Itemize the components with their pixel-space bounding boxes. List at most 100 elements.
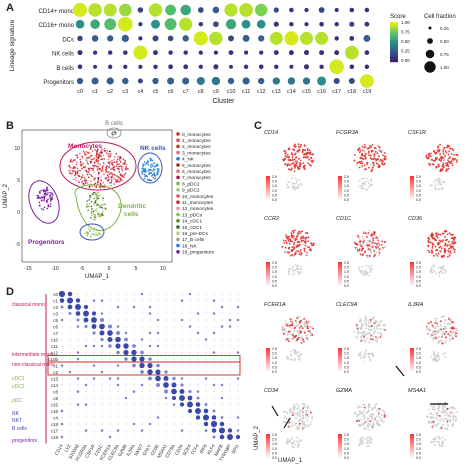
scale-gradient	[410, 186, 414, 188]
scale-tick: 0.0	[272, 456, 277, 460]
expression-cell	[299, 413, 301, 416]
scale-tick: 2.0	[272, 266, 277, 270]
row-label: c16	[51, 409, 59, 414]
expression-cell	[447, 165, 450, 168]
expression-cell	[289, 238, 291, 240]
scale-gradient	[410, 440, 414, 442]
pdc-cell	[95, 234, 98, 236]
expression-dot	[101, 403, 103, 406]
scale-gradient	[338, 367, 342, 369]
expression-cell	[287, 235, 290, 238]
scale-gradient	[338, 176, 342, 178]
scale-gradient	[266, 352, 270, 354]
scale-gradient	[410, 443, 414, 445]
expression-cell	[430, 152, 432, 155]
score-gradient	[390, 38, 398, 40]
expression-cell	[285, 236, 288, 238]
expression-dot	[109, 299, 111, 302]
score-dot	[242, 77, 250, 85]
scale-gradient	[338, 193, 342, 195]
expression-cell	[446, 146, 449, 149]
expression-cell	[440, 160, 442, 162]
nk-cell	[153, 165, 156, 168]
expression-cell	[436, 237, 439, 239]
expression-dot	[165, 338, 167, 341]
row-label: c10b	[48, 357, 58, 362]
expression-cell	[429, 270, 432, 272]
col-label: c0	[77, 89, 83, 95]
expression-dot	[77, 423, 79, 425]
score-gradient	[390, 37, 398, 39]
expression-cell	[290, 177, 293, 180]
expression-cell	[433, 326, 436, 329]
expression-dot	[76, 357, 80, 361]
monocyte-cell	[110, 185, 112, 187]
score-dot	[91, 35, 99, 42]
expression-cell	[438, 437, 441, 439]
expression-dot	[61, 325, 63, 328]
expression-cell	[440, 425, 443, 428]
expression-cell	[364, 244, 367, 247]
scale-tick: 1.0	[344, 447, 349, 451]
expression-dot	[93, 390, 95, 393]
dc-cell	[102, 208, 104, 210]
monocyte-cell	[95, 152, 98, 154]
progenitor-cell	[36, 197, 39, 199]
expression-cell	[443, 156, 446, 159]
score-dot	[168, 64, 173, 70]
expression-cell	[373, 244, 375, 247]
legend-item: 5_monocytes	[182, 163, 211, 169]
monocyte-cell	[80, 163, 82, 165]
expression-cell	[296, 413, 299, 415]
expression-cell	[305, 412, 307, 414]
monocyte-cell	[90, 148, 93, 150]
score-dot	[213, 64, 219, 70]
expression-cell	[365, 177, 368, 180]
monocyte-cell	[99, 152, 101, 154]
expression-dot	[213, 390, 215, 393]
monocyte-cell	[73, 178, 75, 181]
monocyte-cell	[74, 171, 77, 173]
score-gradient	[390, 28, 398, 30]
score-tick: 1.00	[401, 20, 410, 25]
scale-gradient	[338, 441, 342, 443]
scale-tick: 0.5	[416, 279, 421, 283]
monocyte-cell	[125, 168, 128, 170]
expression-cell	[432, 406, 435, 409]
expression-dot	[108, 377, 112, 380]
expression-dot	[92, 299, 96, 302]
expression-cell	[437, 355, 440, 358]
expression-cell	[302, 166, 305, 169]
score-dot	[152, 35, 159, 42]
expression-dot	[147, 362, 153, 369]
expression-dot	[172, 376, 176, 381]
expression-dot	[101, 293, 103, 295]
expression-dot	[173, 332, 175, 334]
scale-gradient	[338, 365, 342, 367]
expression-cell	[427, 241, 430, 244]
expression-cell	[364, 251, 366, 254]
legend-swatch	[176, 237, 180, 242]
expression-cell	[306, 337, 308, 339]
monocyte-cell	[117, 156, 119, 158]
scale-gradient	[338, 178, 342, 180]
fraction-tick: 0.50	[440, 39, 449, 44]
expression-cell	[379, 320, 382, 323]
expression-dot	[171, 382, 177, 388]
row-label: DCs	[62, 37, 74, 43]
expression-cell	[428, 251, 431, 254]
expression-cell	[440, 271, 443, 273]
scale-gradient	[338, 197, 342, 199]
scale-gradient	[338, 451, 342, 453]
expression-cell	[367, 182, 370, 184]
gene-title: FCGR3A	[336, 130, 359, 136]
expression-dot	[229, 416, 231, 419]
expression-dot	[218, 427, 226, 434]
expression-dot	[125, 364, 127, 367]
expression-cell	[375, 235, 377, 237]
expression-cell	[443, 419, 445, 422]
expression-dot	[221, 299, 223, 302]
expression-cell	[357, 418, 360, 421]
expression-cell	[359, 253, 362, 256]
monocyte-cell	[69, 166, 71, 169]
